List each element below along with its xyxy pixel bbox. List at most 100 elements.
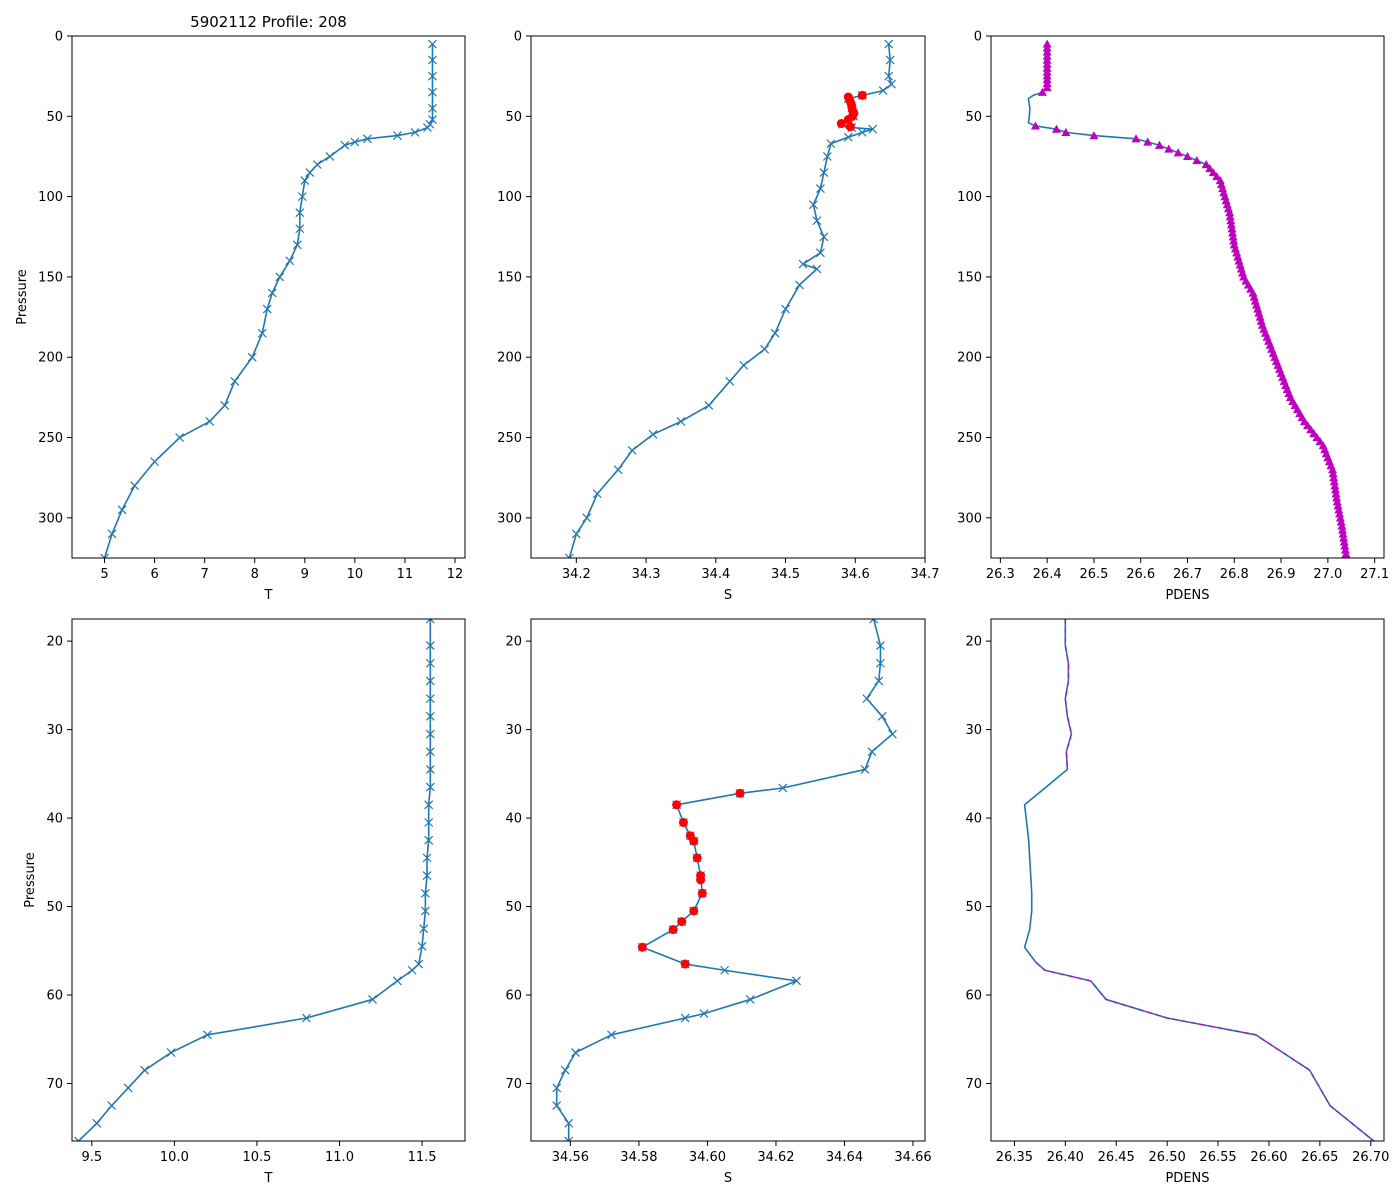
data-point [428, 115, 437, 124]
data-point [822, 152, 832, 161]
x-axis-label: PDENS [1165, 588, 1209, 603]
y-tick-label: 60 [965, 989, 982, 1004]
y-tick-label: 70 [505, 1077, 522, 1092]
data-point [582, 513, 592, 523]
plot-content [1023, 619, 1375, 1141]
data-point [884, 71, 894, 81]
x-tick-label: 26.40 [1047, 1150, 1084, 1165]
data-point [100, 553, 109, 558]
data-point [150, 457, 160, 467]
flagged-point [697, 888, 707, 898]
data-point [1328, 469, 1338, 478]
x-tick-label: 34.5 [771, 567, 800, 582]
data-point [720, 965, 729, 975]
data-point [362, 134, 372, 144]
y-tick-label: 20 [46, 635, 63, 650]
x-tick-label: 34.6 [841, 567, 870, 582]
data-point [552, 1101, 562, 1111]
data-point [1332, 493, 1342, 502]
data-point [1336, 517, 1346, 526]
data-point [92, 1118, 102, 1128]
axes-frame [71, 618, 466, 1142]
data-point [262, 304, 272, 314]
data-point [425, 711, 435, 721]
x-tick-label: 7 [201, 567, 209, 582]
x-tick-label: 34.60 [689, 1150, 726, 1165]
data-point [425, 764, 435, 774]
data-point [739, 360, 749, 370]
axes-frame [530, 35, 926, 559]
x-tick-label: 27.0 [1313, 567, 1342, 582]
data-point [1192, 155, 1202, 165]
data-point [123, 1083, 133, 1093]
flagged-point [668, 925, 678, 935]
data-point [417, 941, 427, 951]
data-point [725, 376, 735, 386]
data-point [1256, 316, 1266, 325]
x-tick-label: 34.66 [894, 1150, 931, 1165]
y-tick-label: 50 [505, 900, 522, 915]
data-point [295, 224, 305, 234]
x-tick-label: 6 [150, 567, 158, 582]
data-point [760, 344, 770, 354]
y-axis-label: Pressure [15, 269, 30, 325]
data-point [140, 1065, 150, 1075]
y-tick-label: 60 [46, 989, 63, 1004]
data-point [860, 764, 870, 774]
plot-area [72, 619, 465, 1141]
data-point [876, 658, 885, 668]
data-point [819, 168, 829, 177]
density-overlay-line [1035, 961, 1375, 1141]
x-tick-label: 34.3 [632, 567, 661, 582]
data-point [175, 433, 185, 442]
y-tick-label: 200 [38, 351, 63, 366]
data-point [699, 1009, 709, 1019]
data-point [407, 965, 417, 975]
data-point [292, 240, 302, 250]
x-tick-label: 11.0 [325, 1150, 354, 1165]
data-point [1201, 159, 1211, 169]
data-point [425, 658, 435, 668]
data-point [1229, 236, 1239, 245]
data-point [1340, 541, 1350, 550]
data-point [792, 976, 801, 986]
data-point [1225, 212, 1235, 221]
data-point [878, 86, 888, 96]
y-tick-label: 150 [957, 270, 982, 285]
x-tick-label: 26.6 [1126, 567, 1155, 582]
data-point [1340, 545, 1350, 554]
data-point [425, 729, 435, 739]
data-point [877, 711, 887, 721]
data-point [887, 79, 896, 89]
data-point [627, 445, 637, 455]
axes-frame [71, 35, 466, 559]
data-point [300, 176, 310, 185]
flagged-point [677, 917, 687, 927]
data-point [868, 124, 878, 134]
data-point [1183, 151, 1192, 161]
flagged-point [637, 942, 647, 952]
flagged-point [843, 115, 853, 125]
y-tick-label: 40 [46, 812, 63, 827]
data-point [857, 127, 867, 137]
data-point [305, 168, 315, 177]
flagged-point [689, 906, 699, 916]
flagged-point [678, 817, 688, 827]
axes-frame [990, 618, 1385, 1142]
x-axis-label: T [264, 1171, 273, 1186]
data-point [1333, 501, 1343, 510]
data-point [680, 1013, 690, 1023]
y-tick-label: 100 [38, 190, 63, 205]
data-point [809, 200, 818, 210]
data-point [770, 328, 780, 338]
data-point [1226, 216, 1236, 225]
y-tick-label: 100 [497, 190, 522, 205]
data-point [130, 481, 140, 491]
x-tick-label: 10.5 [242, 1150, 271, 1165]
y-tick-label: 50 [46, 900, 63, 915]
data-point [285, 256, 295, 266]
data-point [1223, 204, 1233, 213]
data-point [392, 131, 402, 141]
data-point [592, 489, 602, 499]
